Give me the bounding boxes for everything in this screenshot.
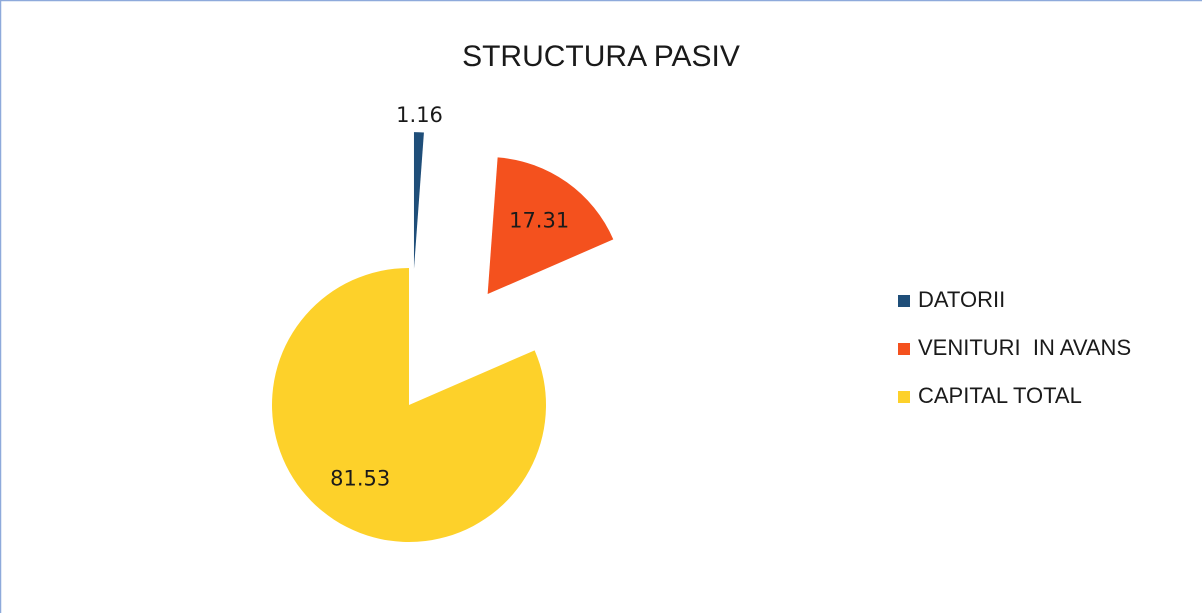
pie-slice (271, 268, 546, 542)
data-label: 81.53 (330, 466, 390, 490)
legend-label: VENITURI IN AVANS (918, 335, 1131, 360)
pie-slice (413, 132, 424, 270)
data-label: 17.31 (509, 208, 569, 232)
legend-label: CAPITAL TOTAL (918, 383, 1082, 408)
legend-swatch (898, 391, 910, 403)
pie-slice (487, 157, 614, 295)
legend-swatch (898, 343, 910, 355)
chart-title: STRUCTURA PASIV (462, 40, 740, 73)
legend-swatch (898, 295, 910, 307)
legend-label: DATORII (918, 287, 1005, 312)
data-label: 1.16 (396, 103, 443, 127)
